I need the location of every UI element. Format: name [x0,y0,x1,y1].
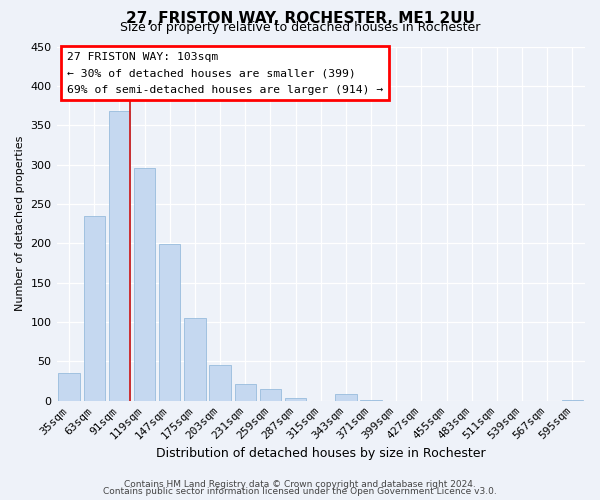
Text: Contains public sector information licensed under the Open Government Licence v3: Contains public sector information licen… [103,487,497,496]
Bar [260,389,281,401]
Bar [209,366,231,401]
Text: Contains HM Land Registry data © Crown copyright and database right 2024.: Contains HM Land Registry data © Crown c… [124,480,476,489]
Bar [335,394,356,401]
Bar [562,400,583,401]
Bar [361,400,382,401]
Y-axis label: Number of detached properties: Number of detached properties [15,136,25,312]
Bar [83,216,105,401]
Text: Size of property relative to detached houses in Rochester: Size of property relative to detached ho… [120,22,480,35]
Bar [285,398,307,401]
Bar [159,244,181,401]
Bar [109,111,130,401]
Bar [134,168,155,401]
X-axis label: Distribution of detached houses by size in Rochester: Distribution of detached houses by size … [156,447,485,460]
Text: 27, FRISTON WAY, ROCHESTER, ME1 2UU: 27, FRISTON WAY, ROCHESTER, ME1 2UU [125,11,475,26]
Text: 27 FRISTON WAY: 103sqm
← 30% of detached houses are smaller (399)
69% of semi-de: 27 FRISTON WAY: 103sqm ← 30% of detached… [67,52,383,94]
Bar [184,318,206,401]
Bar [235,384,256,401]
Bar [58,372,80,401]
